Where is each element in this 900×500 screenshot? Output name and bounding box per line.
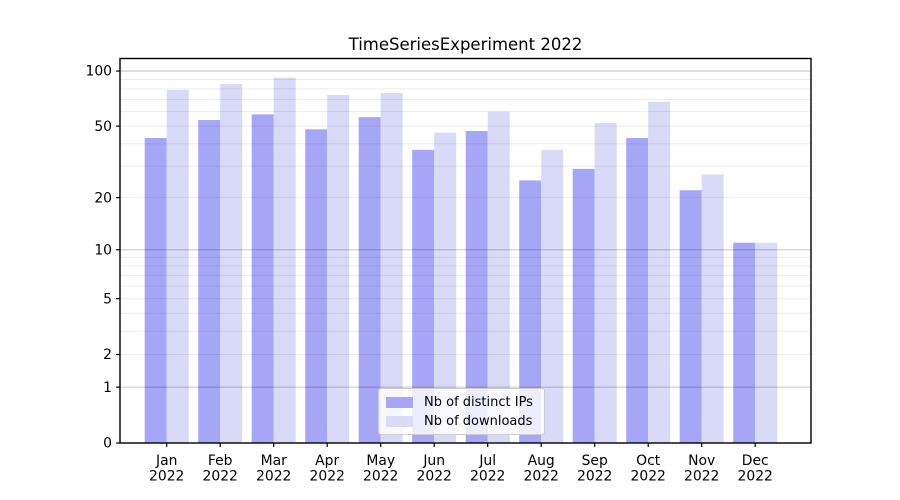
legend-swatch-downloads bbox=[386, 415, 413, 427]
x-axis-label-month-aug: Aug bbox=[528, 453, 555, 469]
x-axis-label-year-jan: 2022 bbox=[149, 469, 184, 485]
legend-item-downloads: Nb of downloads bbox=[386, 414, 544, 429]
bar-downloads-mar bbox=[273, 77, 296, 443]
y-axis-tick-label-100: 100 bbox=[85, 64, 112, 80]
bar-downloads-sep bbox=[594, 123, 617, 443]
bar-distinct-ips-jul bbox=[465, 130, 488, 444]
x-axis-label-month-jul: Jul bbox=[478, 453, 496, 469]
y-axis-tick-label-20: 20 bbox=[94, 190, 112, 206]
x-axis-label-year-jul: 2022 bbox=[470, 469, 505, 485]
legend-label-downloads: Nb of downloads bbox=[424, 413, 533, 429]
bar-distinct-ips-apr bbox=[305, 129, 328, 443]
y-axis-tick-label-5: 5 bbox=[103, 291, 112, 307]
legend-swatch-distinct-ips bbox=[386, 396, 413, 408]
chart-title: TimeSeriesExperiment 2022 bbox=[348, 35, 583, 54]
bar-downloads-apr bbox=[327, 95, 350, 444]
x-axis-label-month-nov: Nov bbox=[688, 453, 715, 469]
x-axis-label-year-nov: 2022 bbox=[684, 469, 719, 485]
y-axis-tick-label-1: 1 bbox=[103, 380, 112, 396]
bar-downloads-feb bbox=[220, 83, 243, 443]
bar-downloads-oct bbox=[648, 101, 671, 443]
x-axis-label-month-apr: Apr bbox=[315, 453, 339, 469]
bar-downloads-nov bbox=[701, 174, 724, 443]
bar-distinct-ips-dec bbox=[733, 242, 756, 443]
x-axis-label-month-jun: Jun bbox=[422, 453, 445, 469]
bar-downloads-jun bbox=[434, 132, 457, 444]
bar-downloads-aug bbox=[541, 149, 564, 443]
x-axis-label-year-apr: 2022 bbox=[310, 469, 345, 485]
legend-label-distinct-ips: Nb of distinct IPs bbox=[424, 394, 533, 410]
x-axis-label-year-aug: 2022 bbox=[524, 469, 559, 485]
y-axis-tick-label-2: 2 bbox=[103, 347, 112, 363]
bar-distinct-ips-jun bbox=[412, 149, 435, 443]
x-axis-label-month-may: May bbox=[366, 453, 395, 469]
x-axis-label-year-jun: 2022 bbox=[417, 469, 452, 485]
legend: Nb of distinct IPs Nb of downloads bbox=[378, 388, 545, 435]
x-axis-label-year-sep: 2022 bbox=[577, 469, 612, 485]
x-axis-label-month-sep: Sep bbox=[582, 453, 608, 469]
bar-downloads-may bbox=[380, 92, 403, 443]
bar-downloads-jul bbox=[487, 111, 510, 443]
plot-frame bbox=[119, 57, 812, 444]
x-axis-label-year-feb: 2022 bbox=[203, 469, 238, 485]
x-axis-label-month-feb: Feb bbox=[208, 453, 233, 469]
x-axis-label-month-dec: Dec bbox=[742, 453, 769, 469]
bar-distinct-ips-mar bbox=[251, 114, 274, 443]
y-axis-tick-label-50: 50 bbox=[94, 119, 112, 135]
x-axis-label-year-dec: 2022 bbox=[738, 469, 773, 485]
bar-downloads-dec bbox=[755, 242, 778, 443]
bar-distinct-ips-jan bbox=[144, 138, 167, 444]
legend-item-distinct-ips: Nb of distinct IPs bbox=[386, 395, 544, 410]
y-axis-tick-label-0: 0 bbox=[103, 436, 112, 452]
y-axis-tick-label-10: 10 bbox=[94, 242, 112, 258]
x-axis-label-year-mar: 2022 bbox=[256, 469, 291, 485]
bar-distinct-ips-oct bbox=[626, 138, 649, 444]
bar-downloads-jan bbox=[166, 89, 189, 443]
x-axis-label-year-may: 2022 bbox=[363, 469, 398, 485]
bar-distinct-ips-aug bbox=[519, 180, 542, 443]
x-axis-label-month-jan: Jan bbox=[155, 453, 177, 469]
bar-distinct-ips-sep bbox=[572, 168, 595, 443]
x-axis-label-month-mar: Mar bbox=[261, 453, 287, 469]
x-axis-label-month-oct: Oct bbox=[636, 453, 661, 469]
bar-distinct-ips-feb bbox=[198, 120, 221, 443]
bar-distinct-ips-nov bbox=[679, 190, 702, 443]
bar-distinct-ips-may bbox=[358, 117, 381, 444]
x-axis-label-year-oct: 2022 bbox=[631, 469, 666, 485]
